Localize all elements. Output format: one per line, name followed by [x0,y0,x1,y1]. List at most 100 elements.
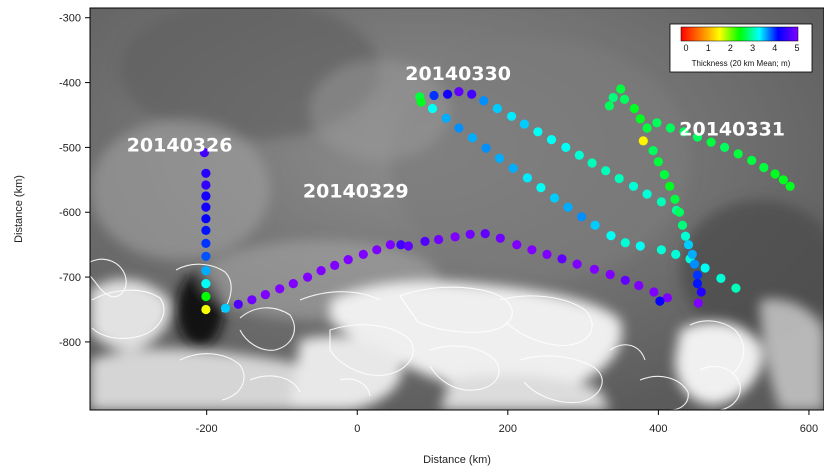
coastline [299,291,381,301]
data-point [683,240,694,250]
data-point [693,298,703,308]
land-mass [290,336,402,410]
y-tick-label: -300 [59,13,81,25]
coastlines [90,258,745,410]
data-point [316,266,326,276]
coastline [609,344,646,361]
data-point [465,229,475,239]
data-point [507,111,517,121]
data-point [201,266,211,276]
data-point [692,279,703,289]
imagery-light-patch [310,60,450,160]
data-point [687,249,697,259]
data-point [731,283,741,293]
x-tick-label: 600 [800,423,818,435]
data-point [659,170,670,180]
coastline [499,295,593,347]
data-point [201,191,211,201]
coastline [329,324,414,377]
data-point [653,157,664,167]
data-point [358,249,368,259]
colorbar-tick-label: 2 [728,43,733,53]
data-point [604,101,615,111]
flight-label-20140329: 20140329 [303,180,409,202]
data-point [587,158,597,168]
data-point [454,87,464,97]
data-point [670,194,680,204]
data-point [533,127,543,137]
data-point [638,136,648,146]
colorbar-title: Thickness (20 km Mean; m) [692,59,791,68]
land-masses [90,279,824,410]
data-point [434,234,444,245]
colorbar-tick-label: 5 [794,43,799,53]
data-point [201,225,211,235]
data-point [635,114,645,124]
data-point [689,259,700,269]
data-point [692,132,703,142]
y-axis-title: Distance (km) [13,175,25,243]
data-point [648,146,658,156]
data-point [696,287,706,297]
colorbar-tick-label: 4 [772,43,777,53]
data-point [330,260,340,270]
data-point [785,181,795,191]
data-point [427,103,438,114]
data-point [288,279,298,289]
data-point [614,173,624,184]
data-point [680,231,691,241]
series-20140331 [604,84,795,297]
data-point [665,181,675,191]
data-point [441,113,451,123]
land-mass [675,321,763,405]
data-point [747,155,757,165]
data-point [201,251,211,261]
data-point [385,240,395,250]
data-point [527,245,537,255]
data-point [634,280,644,291]
data-point [420,236,430,246]
coastline [399,286,513,333]
data-point [692,270,703,280]
data-point [220,303,231,313]
data-point [454,123,464,133]
data-point [620,238,630,248]
data-point [416,97,426,107]
data-point [642,123,652,133]
data-point [577,212,587,222]
data-point [247,295,257,305]
colorbar-tick-label: 3 [750,43,755,53]
data-point [601,166,611,176]
series-20140329 [220,229,703,313]
colorbar-ticks: 0 1 2 3 4 5 [683,43,799,53]
data-point [635,241,645,251]
coastline [339,378,371,397]
data-point [546,135,557,145]
data-point [629,103,639,114]
y-tick-label: -500 [59,142,81,154]
coastline [249,375,301,393]
data-point [605,269,615,280]
data-point [512,240,522,250]
data-point [201,180,211,190]
coastline [689,320,745,375]
data-point [759,162,769,173]
data-point [467,133,477,143]
data-point [561,142,571,152]
data-point [656,197,667,207]
plot-frame [89,7,824,411]
coastline [429,345,500,391]
series-20140330 [415,87,741,293]
data-point [674,207,685,217]
coastline [179,353,245,401]
data-point [303,272,313,282]
x-tick-label: -200 [196,423,218,435]
data-point [733,149,743,159]
data-point [563,202,573,212]
x-tick-label: 0 [354,423,360,435]
data-point [467,89,477,99]
data-point [649,287,659,297]
data-point [652,118,662,128]
flight-label-20140331: 20140331 [679,119,785,141]
x-tick-label: 200 [499,423,517,435]
